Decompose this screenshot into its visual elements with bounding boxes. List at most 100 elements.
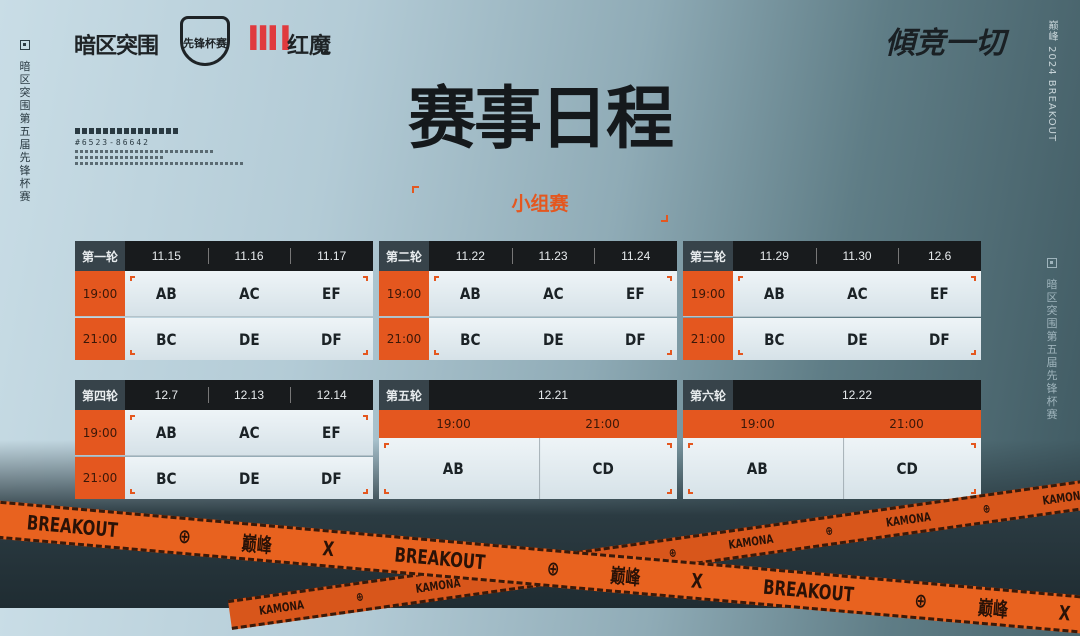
date-label: 12.22 <box>841 388 873 402</box>
round-table: 第六轮 12.22 19:00 21:00 AB CD <box>683 380 981 499</box>
match-cell: AB <box>155 284 177 303</box>
corner-mark <box>971 443 976 448</box>
match-cell: DF <box>321 329 342 349</box>
round-label: 第二轮 <box>379 241 429 271</box>
tape-text: ⊕ <box>913 587 929 613</box>
tape-text: 巅峰 <box>977 594 1010 622</box>
corner-mark <box>384 443 389 448</box>
corner-mark <box>130 350 135 355</box>
match-cell: EF <box>626 284 645 303</box>
tape-text: ⊕ <box>824 523 835 539</box>
tape-text: BREAKOUT <box>394 542 487 575</box>
match-cell: AB <box>763 284 785 303</box>
tape-text: X <box>689 568 704 594</box>
match-cell: EF <box>322 423 341 442</box>
date-label: 12.7 <box>154 388 179 402</box>
match-cell: DE <box>238 329 260 349</box>
tape-text: 巅峰 <box>608 562 641 590</box>
time-label: 21:00 <box>889 417 924 431</box>
tape-text: KAMONA <box>1041 487 1080 508</box>
corner-mark <box>363 415 368 420</box>
date-label: 11.30 <box>815 241 899 271</box>
round-table: 第三轮 11.29 11.30 12.6 19:00 AB AC EF 21:00 BC DE DF <box>683 241 981 360</box>
match-cell: BC <box>460 329 481 349</box>
corner-mark <box>738 276 743 281</box>
code-text: #6523-86642 <box>75 138 150 147</box>
round-header: 第六轮 12.22 <box>683 380 981 410</box>
date-label: 11.22 <box>455 249 485 263</box>
time-slot-row: 19:00 AB AC EF <box>75 410 373 456</box>
corner-mark <box>363 276 368 281</box>
time-slot-row: 19:00 AB AC EF <box>683 271 981 317</box>
time-slot-row: 19:00 AB AC EF <box>75 271 373 317</box>
round-header: 第三轮 11.29 11.30 12.6 <box>683 241 981 271</box>
corner-mark <box>667 489 672 494</box>
corner-mark <box>667 443 672 448</box>
match-cell: CD <box>842 438 970 499</box>
match-cell: DF <box>625 329 646 349</box>
round-table: 第一轮 11.15 11.16 11.17 19:00 AB AC EF 21:00 BC DE DF <box>75 241 373 360</box>
round-label: 第一轮 <box>75 241 125 271</box>
side-text: 暗区突围第五届先锋杯赛 <box>19 60 31 203</box>
corner-mark <box>434 276 439 281</box>
tape-text: ⊕ <box>668 545 678 561</box>
time-label: 19:00 <box>436 417 471 431</box>
square-icon <box>1047 258 1057 268</box>
corner-mark <box>971 350 976 355</box>
time-bar: 19:00 21:00 <box>379 410 677 438</box>
brand-mark-logo: ⅢⅠ <box>247 19 292 59</box>
match-cell: AC <box>846 284 868 303</box>
match-row: AB CD <box>683 438 981 499</box>
round-header: 第五轮 12.21 <box>379 380 677 410</box>
corner-mark <box>738 350 743 355</box>
time-label: 21:00 <box>75 318 125 360</box>
match-cell: EF <box>322 284 341 303</box>
page-title: 赛事日程 <box>407 80 674 159</box>
fine-print-decoration <box>75 150 215 153</box>
date-label: 11.29 <box>759 249 789 263</box>
round-label: 第四轮 <box>75 380 125 410</box>
match-cell: AB <box>746 459 768 478</box>
match-cell: AC <box>238 423 260 442</box>
time-label: 21:00 <box>75 457 125 499</box>
time-slot-row: 21:00 BC DE DF <box>75 457 373 499</box>
dash-decoration <box>75 128 179 134</box>
corner-mark <box>667 276 672 281</box>
tape-text: X <box>321 536 336 562</box>
time-label: 19:00 <box>75 271 125 316</box>
round-header: 第一轮 11.15 11.16 11.17 <box>75 241 373 271</box>
match-cell: AB <box>442 459 464 478</box>
time-label: 19:00 <box>75 410 125 455</box>
match-cell: BC <box>156 329 177 349</box>
time-slot-row: 21:00 BC DE DF <box>379 318 677 360</box>
match-cell: BC <box>764 329 785 349</box>
tape-text: ⊕ <box>177 523 193 549</box>
round-label: 第六轮 <box>683 380 733 410</box>
round-header: 第二轮 11.22 11.23 11.24 <box>379 241 677 271</box>
tape-text: BREAKOUT <box>25 510 119 543</box>
date-label: 11.15 <box>151 249 181 263</box>
time-bar: 19:00 21:00 <box>683 410 981 438</box>
match-cell: AC <box>238 284 260 303</box>
round-label: 第五轮 <box>379 380 429 410</box>
match-cell: DF <box>929 329 950 349</box>
corner-mark <box>688 443 693 448</box>
date-label: 12.13 <box>207 380 291 410</box>
round-table: 第四轮 12.7 12.13 12.14 19:00 AB AC EF 21:00 BC DE DF <box>75 380 373 499</box>
square-icon <box>20 40 30 50</box>
time-label: 21:00 <box>585 417 620 431</box>
match-cell: AC <box>542 284 564 303</box>
slogan-calligraphy: 傾竞一切 <box>885 26 1005 61</box>
round-table: 第五轮 12.21 19:00 21:00 AB CD <box>379 380 677 499</box>
match-cell: EF <box>930 284 949 303</box>
tape-text: ⊕ <box>981 501 991 517</box>
tape-text: X <box>1057 600 1072 626</box>
corner-mark <box>130 415 135 420</box>
corner-mark <box>434 350 439 355</box>
tape-text: 巅峰 <box>240 530 273 558</box>
corner-mark <box>363 350 368 355</box>
round-table: 第二轮 11.22 11.23 11.24 19:00 AB AC EF 21:00 BC DE DF <box>379 241 677 360</box>
time-label: 19:00 <box>683 271 733 316</box>
match-row: AB CD <box>379 438 677 499</box>
side-text-right: 暗区突围第五届先锋杯赛 <box>1045 258 1059 421</box>
